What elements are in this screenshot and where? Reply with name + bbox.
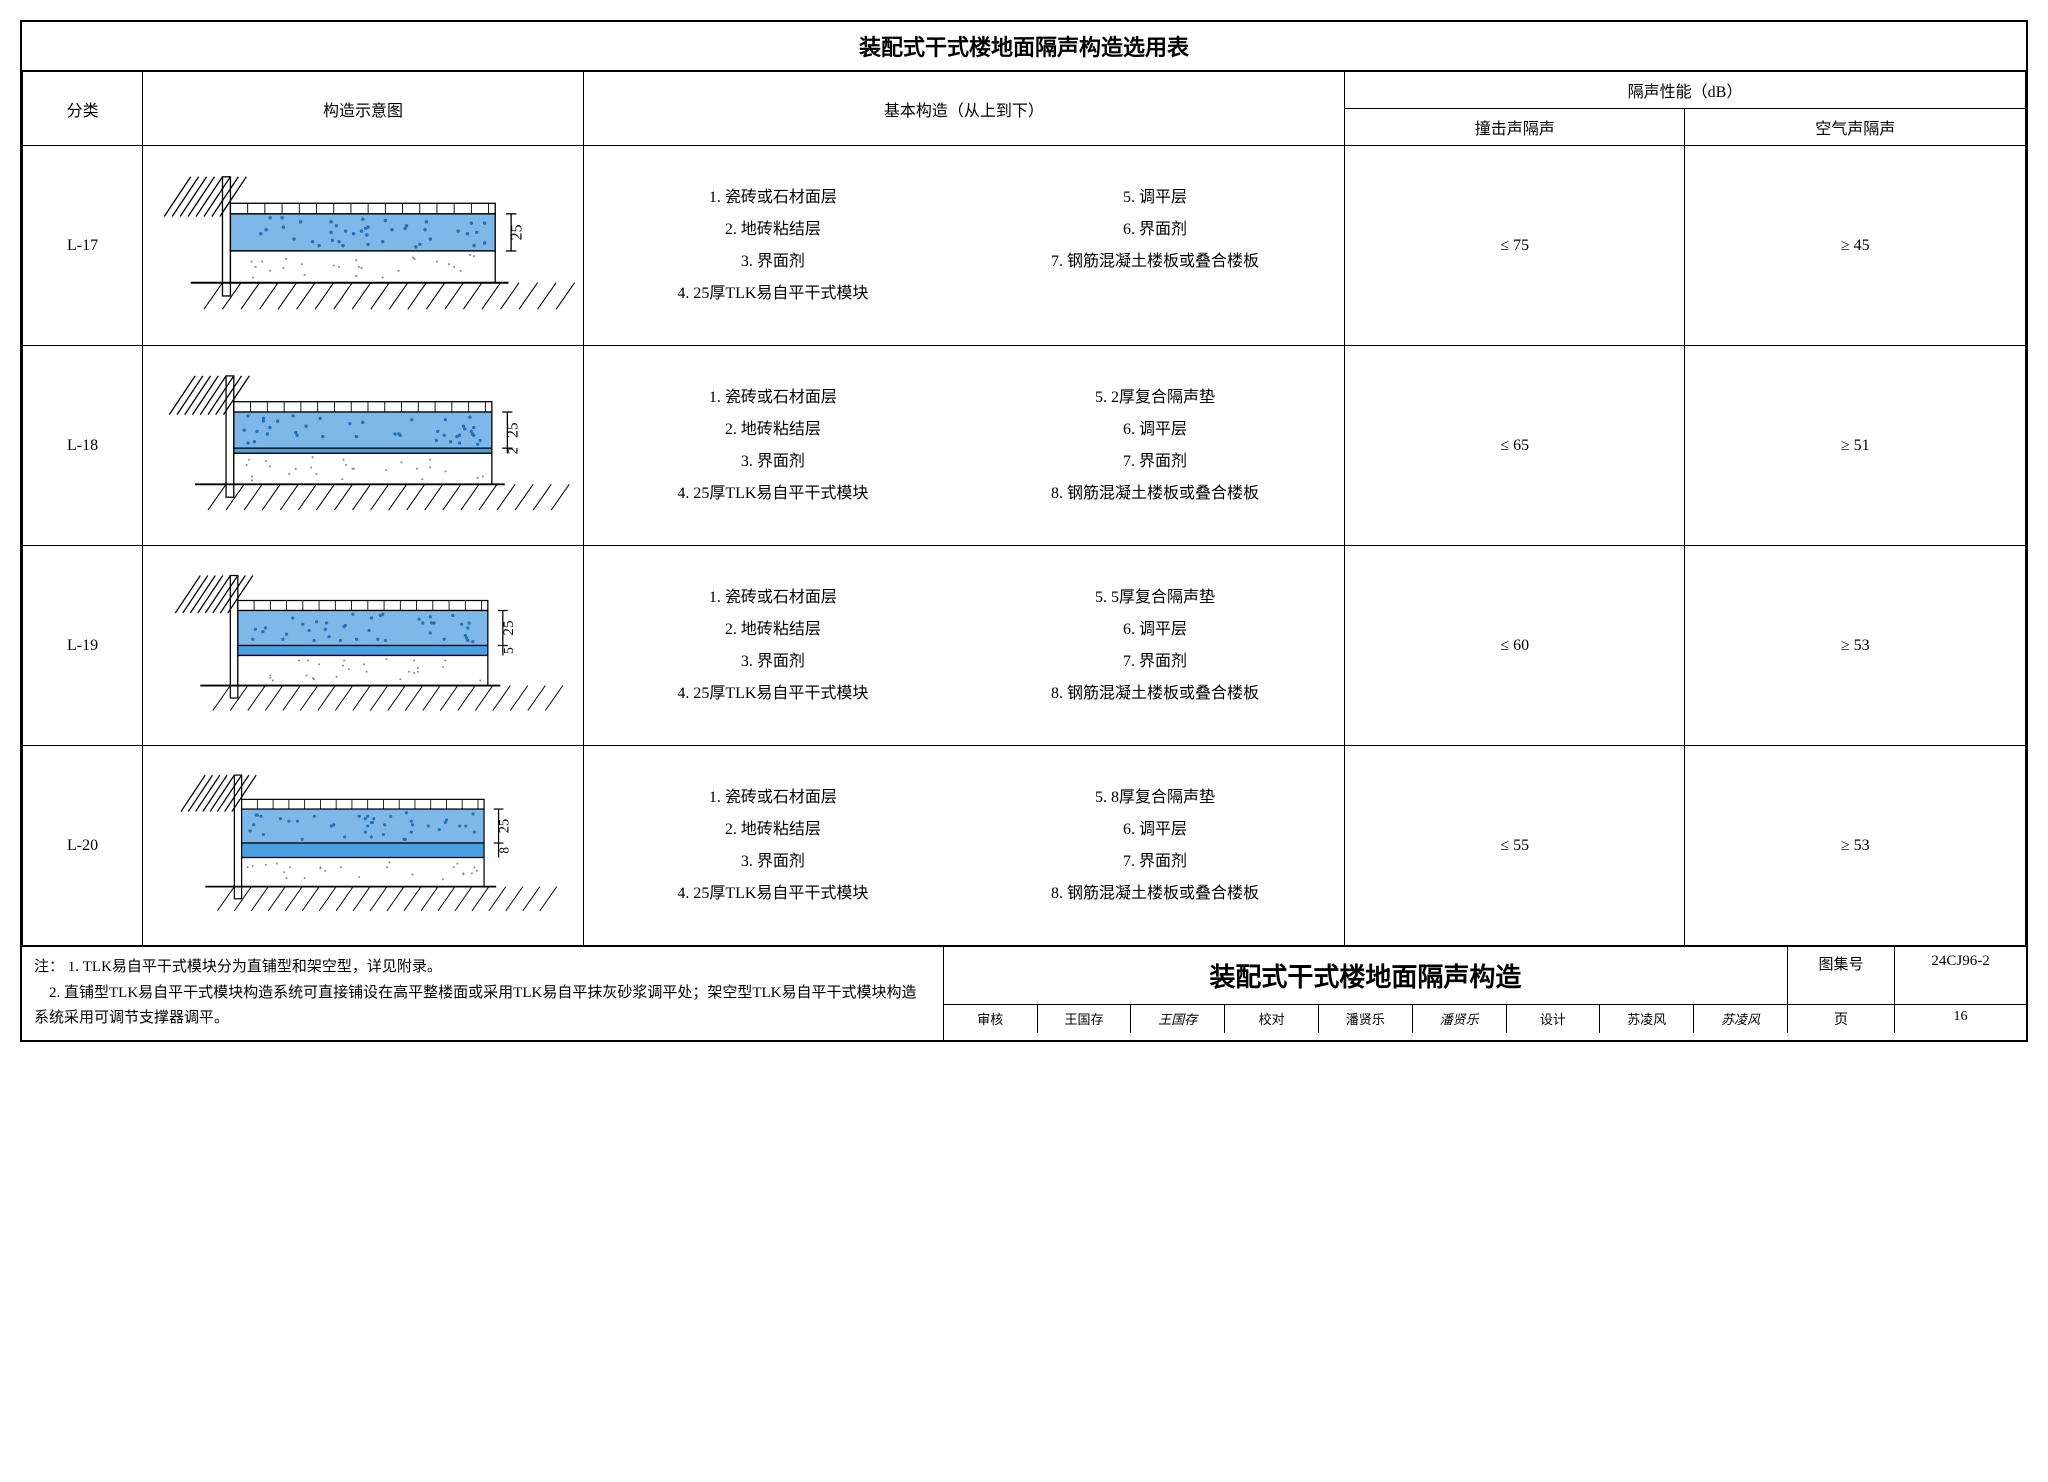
row-air: ≥ 53 [1685,546,2026,746]
note-2: 2. 直铺型TLK易自平干式模块构造系统可直接铺设在高平整楼面或采用TLK易自平… [34,985,916,1027]
th-impact: 撞击声隔声 [1344,109,1685,146]
construct-left: 1. 瓷砖或石材面层2. 地砖粘结层3. 界面剂4. 25厚TLK易自平干式模块 [592,782,954,910]
table-row: L-20 25 8 1. 瓷砖或石材面层2. 地砖粘结层3. 界面剂4. 25厚T… [23,746,2026,946]
construct-right: 5. 8厚复合隔声垫6. 调平层7. 界面剂8. 钢筋混凝土楼板或叠合楼板 [974,782,1336,910]
svg-text:25: 25 [509,224,526,240]
row-diagram: 25 2 [143,346,584,546]
construct-right: 5. 5厚复合隔声垫6. 调平层7. 界面剂8. 钢筋混凝土楼板或叠合楼板 [974,582,1336,710]
construct-right: 5. 2厚复合隔声垫6. 调平层7. 界面剂8. 钢筋混凝土楼板或叠合楼板 [974,382,1336,510]
row-impact: ≤ 55 [1344,746,1685,946]
section-diagram: 25 8 [151,763,575,923]
notes: 注： 1. TLK易自平干式模块分为直铺型和架空型，详见附录。 2. 直铺型TL… [22,947,944,1040]
row-diagram: 25 5 [143,546,584,746]
review-sig: 王国存 [1131,1005,1225,1033]
row-construction: 1. 瓷砖或石材面层2. 地砖粘结层3. 界面剂4. 25厚TLK易自平干式模块… [583,146,1344,346]
construct-left: 1. 瓷砖或石材面层2. 地砖粘结层3. 界面剂4. 25厚TLK易自平干式模块 [592,182,954,310]
design-name: 苏凌风 [1600,1005,1694,1033]
row-code: L-20 [23,746,143,946]
design-sig: 苏凌风 [1694,1005,1787,1033]
row-diagram: 25 [143,146,584,346]
row-impact: ≤ 75 [1344,146,1685,346]
th-diagram: 构造示意图 [143,72,584,146]
section-diagram: 25 5 [151,563,575,723]
svg-text:5: 5 [501,647,516,654]
row-air: ≥ 53 [1685,746,2026,946]
drawing-title: 装配式干式楼地面隔声构造 [944,947,1788,1005]
th-perf-group: 隔声性能（dB） [1344,72,2025,109]
th-construction: 基本构造（从上到下） [583,72,1344,146]
check-label: 校对 [1225,1005,1319,1033]
construct-right: 5. 调平层6. 界面剂7. 钢筋混凝土楼板或叠合楼板 [974,182,1336,310]
page-frame: 装配式干式楼地面隔声构造选用表 分类 构造示意图 基本构造（从上到下） 隔声性能… [20,20,2028,1042]
selection-table: 分类 构造示意图 基本构造（从上到下） 隔声性能（dB） 撞击声隔声 空气声隔声… [22,71,2026,946]
review-name: 王国存 [1038,1005,1132,1033]
title-block: 装配式干式楼地面隔声构造 图集号 24CJ96-2 审核 王国存 王国存 校对 … [944,947,2026,1040]
page-title: 装配式干式楼地面隔声构造选用表 [22,22,2026,71]
row-air: ≥ 51 [1685,346,2026,546]
svg-text:25: 25 [505,422,522,438]
page-label: 页 [1788,1005,1895,1033]
atlas-val: 24CJ96-2 [1895,947,2026,1004]
row-impact: ≤ 65 [1344,346,1685,546]
section-diagram: 25 [151,163,575,323]
table-row: L-18 25 2 1. 瓷砖或石材面层2. 地砖粘结层3. 界面剂4. 25厚T… [23,346,2026,546]
row-construction: 1. 瓷砖或石材面层2. 地砖粘结层3. 界面剂4. 25厚TLK易自平干式模块… [583,746,1344,946]
row-construction: 1. 瓷砖或石材面层2. 地砖粘结层3. 界面剂4. 25厚TLK易自平干式模块… [583,346,1344,546]
svg-text:2: 2 [506,447,522,454]
footer: 注： 1. TLK易自平干式模块分为直铺型和架空型，详见附录。 2. 直铺型TL… [22,946,2026,1040]
row-code: L-19 [23,546,143,746]
atlas-label: 图集号 [1788,947,1895,1004]
row-code: L-17 [23,146,143,346]
svg-text:8: 8 [496,847,511,854]
review-label: 审核 [944,1005,1038,1033]
table-row: L-17 25 1. 瓷砖或石材面层2. 地砖粘结层3. 界面剂4. 25厚TL… [23,146,2026,346]
construct-left: 1. 瓷砖或石材面层2. 地砖粘结层3. 界面剂4. 25厚TLK易自平干式模块 [592,382,954,510]
row-construction: 1. 瓷砖或石材面层2. 地砖粘结层3. 界面剂4. 25厚TLK易自平干式模块… [583,546,1344,746]
row-air: ≥ 45 [1685,146,2026,346]
svg-text:25: 25 [501,621,517,636]
construct-left: 1. 瓷砖或石材面层2. 地砖粘结层3. 界面剂4. 25厚TLK易自平干式模块 [592,582,954,710]
notes-prefix: 注： [34,959,64,975]
row-impact: ≤ 60 [1344,546,1685,746]
row-diagram: 25 8 [143,746,584,946]
svg-text:25: 25 [496,819,512,834]
th-category: 分类 [23,72,143,146]
note-1: 1. TLK易自平干式模块分为直铺型和架空型，详见附录。 [68,959,442,975]
design-label: 设计 [1507,1005,1601,1033]
page-number: 16 [1895,1005,2026,1033]
table-row: L-19 25 5 1. 瓷砖或石材面层2. 地砖粘结层3. 界面剂4. 25厚T… [23,546,2026,746]
check-sig: 潘贤乐 [1413,1005,1507,1033]
section-diagram: 25 2 [151,363,575,523]
row-code: L-18 [23,346,143,546]
th-air: 空气声隔声 [1685,109,2026,146]
check-name: 潘贤乐 [1319,1005,1413,1033]
